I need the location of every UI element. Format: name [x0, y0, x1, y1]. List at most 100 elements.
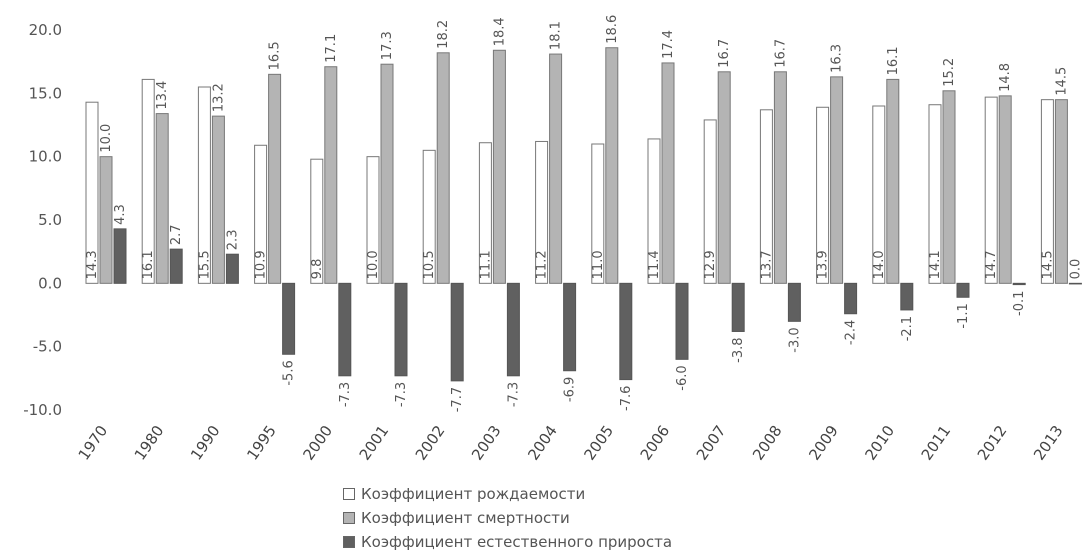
bar-series-0	[197, 86, 211, 284]
bar-series-1	[99, 156, 113, 284]
y-tick-label: 5.0	[38, 211, 62, 229]
data-label-series-1: 18.6	[605, 15, 620, 44]
y-tick-label: 15.0	[29, 84, 62, 102]
x-tick-label: 1980	[131, 422, 168, 464]
legend-label-growth: Коэффициент естественного прироста	[361, 533, 673, 551]
legend-swatch-growth	[343, 536, 355, 548]
bar-series-0	[310, 158, 324, 284]
legend-item-growth: Коэффициент естественного прироста	[343, 530, 672, 554]
bar-series-0	[928, 104, 942, 284]
data-label-series-2: -3.8	[731, 337, 746, 362]
data-label-series-1: 17.4	[661, 30, 676, 59]
data-label-series-1: 16.1	[886, 46, 901, 75]
bar-series-2	[225, 253, 239, 284]
bar-series-1	[268, 73, 282, 284]
data-label-series-2: -7.3	[394, 382, 409, 407]
legend-label-death: Коэффициент смертности	[361, 509, 570, 527]
data-label-series-0: 14.0	[872, 250, 887, 279]
data-label-series-1: 18.2	[436, 20, 451, 49]
y-axis-ticks: 20.0 15.0 10.0 5.0 0.0 -5.0 -10.0	[23, 21, 62, 419]
y-tick-label: -10.0	[23, 401, 62, 419]
data-label-series-1: 13.4	[155, 81, 170, 110]
data-label-series-0: 11.2	[535, 250, 550, 279]
bar-series-1	[324, 66, 338, 284]
bar-series-1	[436, 52, 450, 284]
bar-series-2	[1012, 282, 1026, 286]
bar-series-2	[844, 282, 858, 315]
x-tick-label: 2003	[468, 422, 505, 464]
data-label-series-1: 16.5	[268, 41, 283, 70]
bar-series-2	[450, 282, 464, 382]
data-label-series-2: -3.0	[787, 327, 802, 352]
x-tick-label: 2012	[974, 422, 1011, 464]
y-tick-label: 20.0	[29, 21, 62, 39]
bar-series-1	[155, 113, 169, 284]
data-label-series-1: 15.2	[942, 58, 957, 87]
data-label-series-2: -7.7	[450, 387, 465, 412]
x-tick-label: 2008	[749, 422, 786, 464]
data-label-series-2: -7.3	[506, 382, 521, 407]
data-label-series-1: 16.3	[830, 44, 845, 73]
x-tick-label: 2002	[412, 422, 449, 464]
data-label-series-0: 16.1	[141, 250, 156, 279]
data-label-series-1: 17.3	[380, 31, 395, 60]
data-label-series-0: 14.1	[928, 250, 943, 279]
bar-series-2	[338, 282, 352, 377]
legend-swatch-birth	[343, 488, 355, 500]
bar-series-1	[549, 53, 563, 284]
data-label-series-0: 12.9	[703, 250, 718, 279]
bar-series-1	[886, 78, 900, 284]
y-tick-label: -5.0	[33, 338, 62, 356]
bar-series-0	[141, 78, 155, 284]
data-label-series-0: 9.8	[310, 259, 325, 280]
y-tick-label: 0.0	[38, 274, 62, 292]
bar-series-0	[872, 105, 886, 284]
bar-series-1	[942, 90, 956, 284]
data-label-series-1: 18.1	[549, 21, 564, 50]
bar-series-0	[759, 109, 773, 284]
bar-series-0	[984, 96, 998, 284]
data-label-series-2: -2.1	[900, 316, 915, 341]
data-label-series-2: -0.1	[1012, 291, 1027, 316]
bar-series-2	[113, 228, 127, 284]
x-axis-categories: 1970 1980 1990 1995 2000 2001 2002 2003 2004 2005…	[75, 422, 1067, 464]
bar-series-2	[1068, 282, 1082, 285]
data-label-series-0: 11.1	[478, 250, 493, 279]
legend-item-birth: Коэффициент рождаемости	[343, 482, 672, 506]
bar-series-0	[591, 143, 605, 284]
x-tick-label: 2005	[580, 422, 617, 464]
bar-series-0	[478, 142, 492, 284]
bar-series-0	[422, 149, 436, 284]
x-tick-label: 1995	[243, 422, 280, 464]
x-tick-label: 2009	[805, 422, 842, 464]
x-tick-label: 2001	[356, 422, 393, 464]
data-label-series-0: 10.9	[254, 250, 269, 279]
data-label-series-1: 14.8	[998, 63, 1013, 92]
data-label-series-0: 14.3	[85, 250, 100, 279]
bar-series-1	[998, 95, 1012, 284]
data-label-series-0: 15.5	[197, 250, 212, 279]
legend-label-birth: Коэффициент рождаемости	[361, 485, 586, 503]
x-tick-label: 2004	[524, 422, 561, 464]
x-tick-label: 2010	[861, 422, 898, 464]
bar-series-0	[816, 106, 830, 284]
bar-series-2	[506, 282, 520, 377]
legend-swatch-death	[343, 512, 355, 524]
bar-series-2	[956, 282, 970, 298]
data-labels: 14.3 10.0 4.3 16.1 13.4 2.7 15.5 13.2 2.3 10.9 16.…	[85, 15, 1083, 412]
bar-series-0	[366, 156, 380, 284]
data-label-series-1: 13.2	[211, 83, 226, 112]
bar-series-2	[563, 282, 577, 372]
bar-series-2	[394, 282, 408, 377]
bar-series-1	[1054, 99, 1068, 284]
data-label-series-2: 0.0	[1068, 259, 1083, 280]
bar-series-1	[380, 63, 394, 284]
data-label-series-0: 10.5	[422, 250, 437, 279]
data-label-series-1: 17.1	[324, 34, 339, 63]
bar-series-2	[900, 282, 914, 311]
data-label-series-0: 14.7	[984, 250, 999, 279]
data-label-series-1: 18.4	[492, 17, 507, 46]
data-label-series-2: -6.9	[563, 377, 578, 402]
data-label-series-2: 4.3	[113, 204, 128, 225]
bars	[85, 47, 1082, 382]
